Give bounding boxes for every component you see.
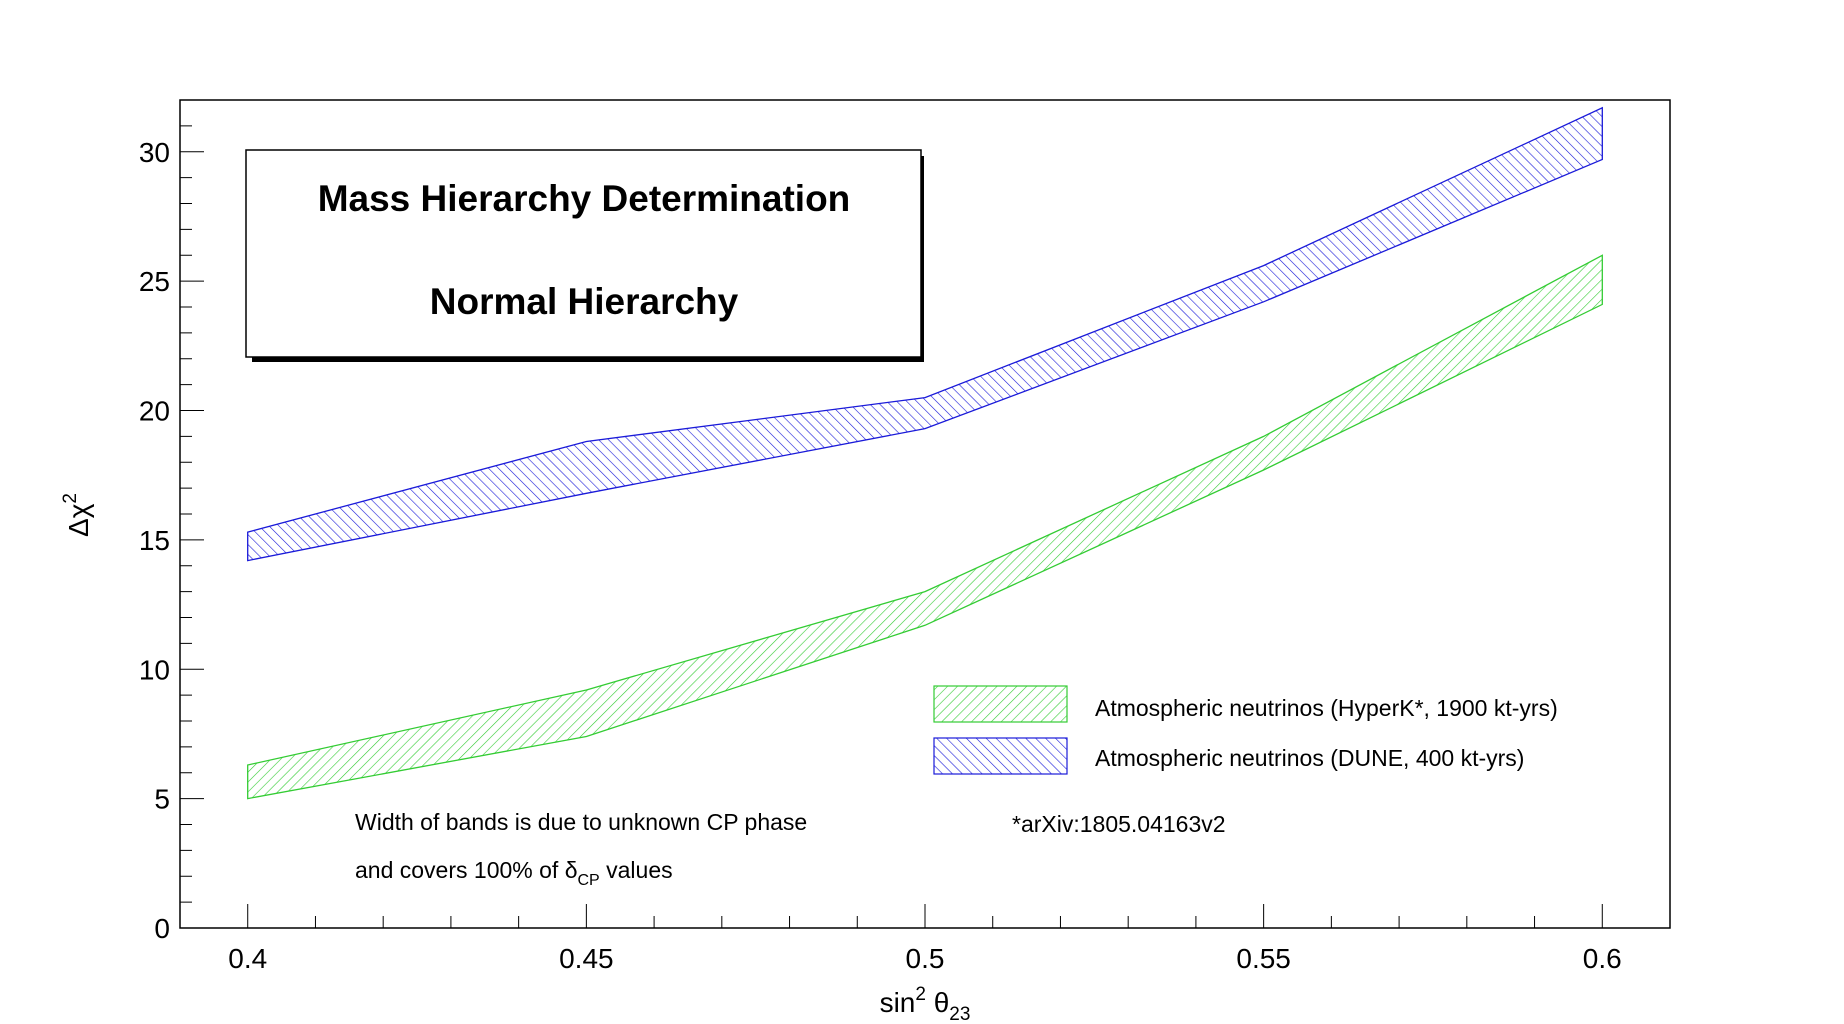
legend: Atmospheric neutrinos (HyperK*, 1900 kt-… <box>933 685 1558 775</box>
note-line-2: and covers 100% of δCP values <box>355 857 673 889</box>
x-axis-label: sin2 θ23 <box>880 984 971 1024</box>
y-tick-label: 5 <box>154 784 170 815</box>
title-line-2: Normal Hierarchy <box>430 281 739 322</box>
y-tick-label: 30 <box>139 137 170 168</box>
x-axis: 0.4 0.45 0.5 0.55 0.6 <box>228 904 1622 974</box>
title-box-frame <box>245 149 922 358</box>
legend-label-hyperk: Atmospheric neutrinos (HyperK*, 1900 kt-… <box>1095 695 1558 721</box>
y-tick-label: 25 <box>139 266 170 297</box>
bands <box>247 106 1603 800</box>
legend-swatch-dune <box>933 737 1068 775</box>
title-line-1: Mass Hierarchy Determination <box>318 178 851 219</box>
band-hyperk <box>247 254 1603 800</box>
y-tick-label: 0 <box>154 913 170 944</box>
y-axis: 0 5 10 15 20 25 30 <box>139 99 204 944</box>
band-dune <box>247 106 1603 562</box>
title-box: Mass Hierarchy Determination Normal Hier… <box>245 149 924 362</box>
y-axis-label: Δχ2 <box>60 493 94 537</box>
x-tick-label: 0.45 <box>559 943 614 974</box>
y-tick-label: 20 <box>139 396 170 427</box>
legend-swatch-hyperk <box>933 685 1068 723</box>
x-tick-label: 0.4 <box>228 943 267 974</box>
y-tick-label: 15 <box>139 525 170 556</box>
x-tick-label: 0.6 <box>1583 943 1622 974</box>
note-line-1: Width of bands is due to unknown CP phas… <box>355 809 807 835</box>
legend-label-dune: Atmospheric neutrinos (DUNE, 400 kt-yrs) <box>1095 745 1524 771</box>
reference-note: *arXiv:1805.04163v2 <box>1012 811 1226 837</box>
x-tick-label: 0.5 <box>906 943 945 974</box>
y-tick-label: 10 <box>139 654 170 685</box>
x-tick-label: 0.55 <box>1236 943 1291 974</box>
